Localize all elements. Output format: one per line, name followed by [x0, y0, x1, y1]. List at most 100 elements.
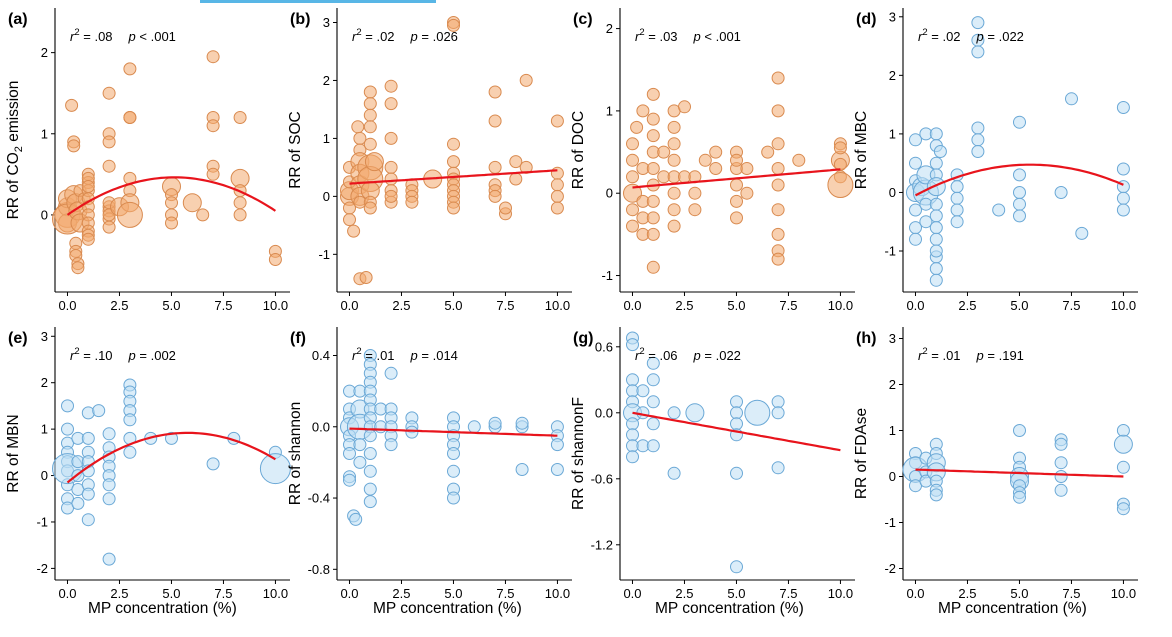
data-point [1116, 162, 1130, 176]
p-value: = [418, 29, 433, 44]
data-point [447, 447, 460, 460]
y-tick-label: 0.4 [312, 348, 330, 363]
data-point [909, 156, 922, 170]
data-point [667, 203, 681, 217]
r2-number: .08 [94, 29, 112, 44]
data-point [646, 417, 660, 431]
y-tick-label: 3 [323, 15, 330, 30]
data-point [1013, 197, 1026, 211]
stats-annotation: r2 = .01 p = .191 [918, 346, 1024, 363]
x-tick-label: 10.0 [263, 586, 288, 601]
p-number: .001 [151, 29, 176, 44]
data-point [678, 100, 691, 114]
data-point [626, 137, 639, 151]
data-point [1013, 424, 1026, 437]
x-tick-label: 7.5 [779, 586, 797, 601]
data-point [771, 406, 785, 420]
data-point [499, 201, 512, 215]
fit-line [914, 163, 1124, 197]
data-point [467, 420, 481, 434]
data-point [929, 232, 943, 246]
data-point [709, 145, 723, 159]
data-point [519, 73, 533, 87]
panel-label: (g) [573, 330, 593, 347]
r2-exponent: 2 [922, 27, 927, 38]
data-point [102, 86, 116, 100]
data-point [771, 203, 785, 217]
x-tick-label: 0.0 [906, 298, 924, 313]
data-point [667, 219, 681, 233]
fit-line [915, 468, 1124, 478]
x-tick-label: 7.5 [1062, 586, 1080, 601]
p-symbol: p [976, 29, 984, 44]
data-point [626, 170, 639, 184]
data-point [509, 155, 523, 169]
fit-line [632, 168, 841, 189]
x-tick-label: 0.0 [58, 298, 76, 313]
r2-value: = [80, 348, 95, 363]
y-axis-label: RR of DOC [570, 111, 587, 189]
x-tick-label: 0.0 [623, 586, 641, 601]
r2-exponent: 2 [922, 346, 927, 357]
data-point [92, 404, 106, 418]
data-point [771, 104, 785, 118]
y-axis-label-subscript: 2 [13, 146, 25, 152]
x-tick-label: 10.0 [828, 586, 853, 601]
r2-symbol: r [918, 348, 923, 363]
data-point [730, 178, 743, 192]
data-point [626, 203, 639, 217]
r2-value: = [928, 348, 943, 363]
data-point [1054, 437, 1068, 451]
data-point [384, 97, 398, 111]
panel-label: (f) [290, 330, 306, 347]
y-tick-label: -1 [318, 247, 330, 262]
data-point [646, 260, 660, 274]
x-tick-label: 7.5 [1062, 298, 1080, 313]
p-number: .026 [433, 29, 458, 44]
x-tick-label: 5.0 [1010, 586, 1028, 601]
data-point [971, 45, 985, 59]
x-tick-label: 7.5 [496, 586, 514, 601]
data-point [646, 194, 660, 208]
data-point [550, 166, 564, 180]
data-point [626, 373, 639, 387]
fit-line [349, 427, 558, 437]
data-point [929, 244, 943, 258]
data-point [363, 447, 377, 460]
data-point [761, 145, 775, 159]
r2-symbol: r [70, 29, 75, 44]
data-point [65, 98, 79, 112]
data-point [730, 211, 743, 225]
data-point [81, 180, 95, 193]
data-point [1116, 203, 1130, 217]
x-tick-label: 7.5 [779, 298, 797, 313]
x-tick-label: 0.0 [340, 298, 358, 313]
r2-symbol: r [352, 348, 357, 363]
data-point [646, 162, 660, 175]
data-point [488, 114, 502, 128]
data-point [233, 196, 247, 210]
p-value: = [984, 29, 999, 44]
p-value: = [136, 348, 151, 363]
data-point [909, 133, 922, 147]
panel-g: -1.2 -0.6 0.0 0.6 0.0 2.5 5.0 7.5 10.0 (g) r2 = .0… [570, 327, 855, 601]
data-point [81, 487, 95, 501]
data-point [929, 488, 943, 502]
data-point [730, 406, 743, 420]
data-point [709, 162, 723, 175]
data-point [165, 431, 178, 445]
data-point [929, 209, 943, 223]
data-point [384, 366, 398, 380]
p-symbol: p [128, 348, 136, 363]
r2-number: .10 [94, 348, 112, 363]
x-tick-label: 2.5 [110, 586, 128, 601]
data-point [1013, 490, 1026, 504]
data-point [347, 224, 361, 238]
data-point [488, 189, 502, 203]
p-number: .002 [151, 348, 176, 363]
data-point [630, 120, 644, 134]
data-point [667, 186, 681, 200]
data-point [971, 121, 985, 135]
r2-symbol: r [635, 348, 640, 363]
data-point [950, 215, 964, 229]
